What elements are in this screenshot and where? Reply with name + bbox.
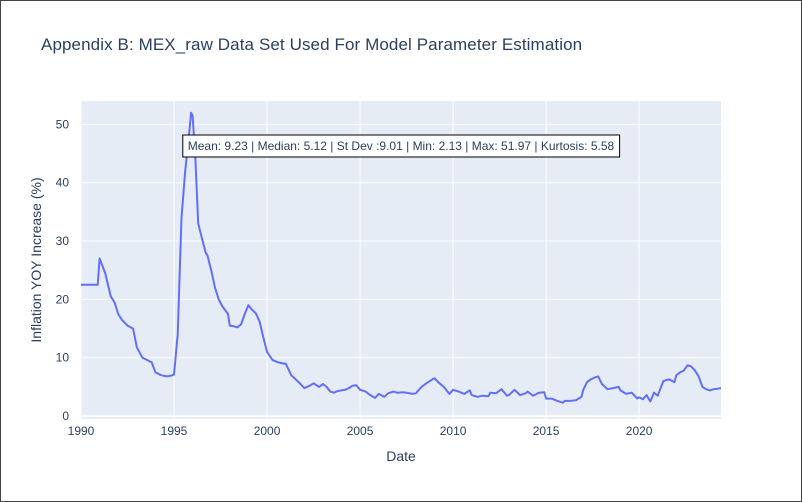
x-axis-ticks: 1990 1995 2000 2005 2010 2015 2020 xyxy=(68,424,653,438)
stats-annotation-box xyxy=(182,134,621,158)
y-tick-label: 0 xyxy=(62,409,69,423)
x-axis-title: Date xyxy=(386,448,416,464)
y-tick-label: 50 xyxy=(56,117,70,131)
x-tick-label: 2020 xyxy=(626,424,653,438)
x-tick-label: 1995 xyxy=(161,424,188,438)
x-tick-label: 2005 xyxy=(347,424,374,438)
x-tick-label: 2010 xyxy=(440,424,467,438)
y-tick-label: 10 xyxy=(56,351,70,365)
x-tick-label: 2000 xyxy=(254,424,281,438)
x-tick-label: 2015 xyxy=(533,424,560,438)
y-axis-title: Inflation YOY Increase (%) xyxy=(28,177,44,342)
y-tick-label: 20 xyxy=(56,292,70,306)
stats-annotation: Mean: 9.23 | Median: 5.12 | St Dev :9.01… xyxy=(182,134,621,158)
y-tick-label: 40 xyxy=(56,176,70,190)
stats-annotation-text: Mean: 9.23 | Median: 5.12 | St Dev :9.01… xyxy=(188,139,615,153)
chart-title: Appendix B: MEX_raw Data Set Used For Mo… xyxy=(41,35,583,54)
y-tick-label: 30 xyxy=(56,234,70,248)
y-axis-ticks: 0 10 20 30 40 50 xyxy=(56,117,70,423)
x-tick-label: 1990 xyxy=(68,424,95,438)
